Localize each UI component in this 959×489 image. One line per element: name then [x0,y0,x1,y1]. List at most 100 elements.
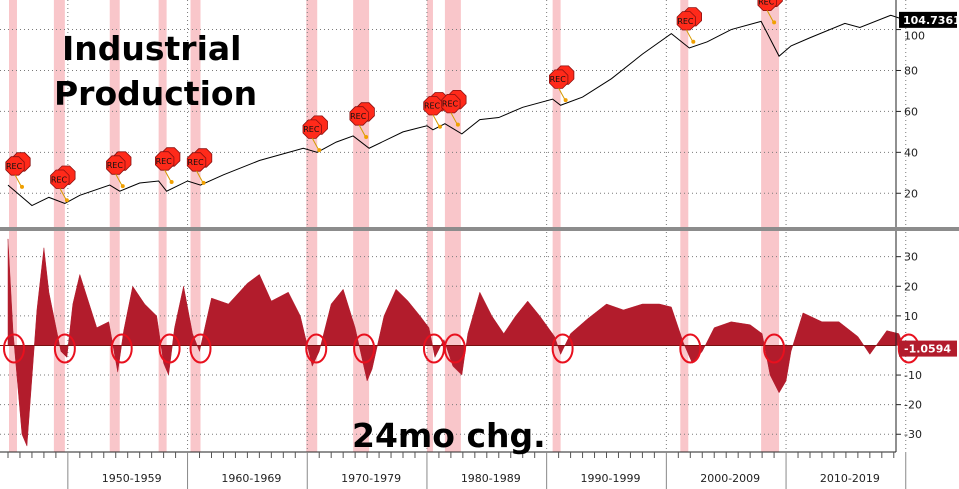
last-change-label: -1.0594 [904,343,951,356]
rec-point [691,39,696,44]
x-axis-decade-label: 1980-1989 [461,472,521,485]
recession-band [680,0,689,452]
rec-label: REC [188,158,205,167]
rec-leader [59,188,67,200]
rec-label: REC [350,112,367,121]
rec-point [201,180,206,185]
top-y-tick-label: 60 [904,105,918,118]
rec-label: REC [550,75,567,84]
top-y-tick-label: 40 [904,146,918,159]
rec-marker-shape [349,106,369,126]
last-value-box [899,11,957,28]
rec-marker: REC [302,115,328,153]
rec-marker-shape [154,151,175,171]
top-y-tick-label: 80 [904,64,918,77]
rec-label: REC [107,161,124,170]
rec-marker-shape [106,155,126,175]
bottom-y-tick-label: 30 [904,251,918,264]
rec-label: REC [6,162,23,171]
panel-divider [0,227,959,231]
rec-leader [311,137,319,150]
last-change-box [899,340,957,357]
x-axis-decade-label: 2010-2019 [820,472,880,485]
rec-label: REC [303,125,320,134]
rec-leader [358,124,366,137]
rec-point [563,98,568,103]
bottom-y-tick-label: 20 [904,280,918,293]
recession-band [8,0,17,452]
rec-marker: REC [186,148,213,185]
rec-marker-shape [50,169,70,189]
trough-circle [189,333,212,364]
rec-marker: REC [757,0,783,25]
rec-leader [766,10,774,22]
recession-band [353,0,370,452]
x-axis-decade-label: 2000-2009 [700,472,760,485]
recession-band [158,0,167,452]
rec-point [437,124,442,129]
rec-marker: REC [349,102,375,139]
rec-label: REC [51,175,68,184]
trough-circle [2,333,25,364]
rec-marker-shape [186,152,207,172]
rec-marker: REC [50,165,76,203]
trough-circle [443,333,466,364]
rec-label: REC [677,17,694,26]
rec-leader [432,114,440,126]
recession-band [552,0,561,452]
rec-label: REC [758,0,775,6]
rec-marker-shape [676,11,696,31]
trough-circle [763,333,786,364]
rec-leader [14,174,22,187]
rec-label: REC [156,157,173,166]
trough-circle [110,333,133,364]
rec-marker-shape [549,69,569,89]
x-axis-decade-label: 1950-1959 [102,472,162,485]
rec-point [772,20,777,25]
rec-marker: REC [549,65,575,103]
rec-marker-shape [5,156,25,176]
chart-title: Industrial Production [54,29,257,113]
recession-band [53,0,65,452]
rec-leader [685,29,693,42]
rec-marker: REC [5,152,31,189]
rec-point [169,179,174,184]
rec-marker-shape [757,0,777,12]
trough-circle [158,333,181,364]
lower-panel-title: 24mo chg. [352,416,546,455]
rec-point [455,122,460,127]
rec-marker: REC [154,147,181,184]
rec-marker-shape [441,94,461,114]
trough-circle [679,333,702,364]
bottom-y-tick-label: 10 [904,310,918,323]
rec-point [120,184,125,189]
x-axis-decade-label: 1970-1979 [341,472,401,485]
bottom-y-tick-label: -20 [904,399,922,412]
rec-marker-shape [423,96,443,116]
recession-band [426,0,433,452]
rec-leader [115,173,123,186]
last-value-label: 104.7361 [903,14,959,27]
recession-band [109,0,120,452]
rec-label: REC [442,100,459,109]
bottom-y-tick-label: -10 [904,369,922,382]
trough-circle [53,333,76,364]
bottom-y-tick-label: -30 [904,428,922,441]
rec-label: REC [424,102,441,111]
rec-leader [558,87,566,100]
rec-marker: REC [441,90,467,127]
rec-leader [196,170,203,183]
rec-leader [450,112,458,124]
recession-band [190,0,201,452]
x-axis-decade-label: 1960-1969 [221,472,281,485]
rec-marker: REC [106,151,132,189]
rec-marker-shape [302,119,322,139]
top-y-tick-label: 20 [904,187,918,200]
rec-point [64,198,69,203]
rec-point [317,148,322,153]
rec-point [364,134,369,139]
top-y-tick-label: 100 [904,30,925,43]
recession-band [444,0,461,452]
